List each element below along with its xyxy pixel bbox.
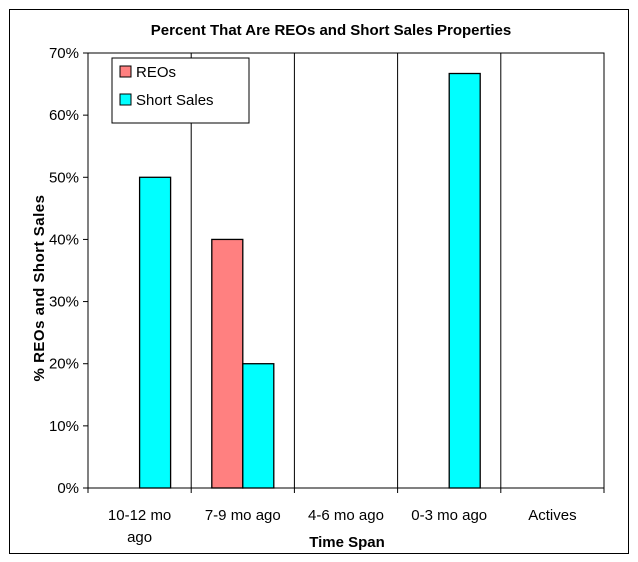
- y-tick-label: 0%: [57, 480, 79, 497]
- legend-swatch-short-sales: [119, 93, 132, 106]
- x-tick-label: 0-3 mo ago: [411, 507, 487, 524]
- y-tick-label: 60%: [49, 107, 79, 124]
- y-axis-label: % REOs and Short Sales: [31, 195, 48, 382]
- y-tick-label: 20%: [49, 356, 79, 373]
- legend-label-reos: REOs: [136, 64, 176, 81]
- bar-short-sales: [138, 176, 172, 489]
- x-tick-label: ago: [127, 529, 152, 546]
- plot-area: 0% 10% 20% 30% 40% 50% 60% 70% 10-12 mo ago 7-9 mo…: [49, 45, 605, 546]
- x-axis-label: Time Span: [309, 534, 385, 551]
- x-tick-label: Actives: [528, 507, 576, 524]
- y-tick-label: 10%: [49, 418, 79, 435]
- plot-background: [88, 53, 604, 488]
- y-tick-label: 40%: [49, 231, 79, 248]
- x-tick-label: 7-9 mo ago: [205, 507, 281, 524]
- y-tick-label: 70%: [49, 45, 79, 62]
- legend-label-short-sales: Short Sales: [136, 92, 214, 109]
- y-tick-label: 30%: [49, 294, 79, 311]
- legend-box: [111, 57, 250, 124]
- plot-border: [87, 52, 605, 489]
- legend-swatch-reos: [119, 65, 132, 78]
- y-tick-label: 50%: [49, 169, 79, 186]
- x-tick-label: 10-12 mo: [108, 507, 171, 524]
- x-tick-label: 4-6 mo ago: [308, 507, 384, 524]
- bar-short-sales: [242, 363, 275, 489]
- bar-short-sales: [448, 72, 481, 489]
- bar-reos: [211, 238, 244, 489]
- chart-title: Percent That Are REOs and Short Sales Pr…: [151, 22, 511, 39]
